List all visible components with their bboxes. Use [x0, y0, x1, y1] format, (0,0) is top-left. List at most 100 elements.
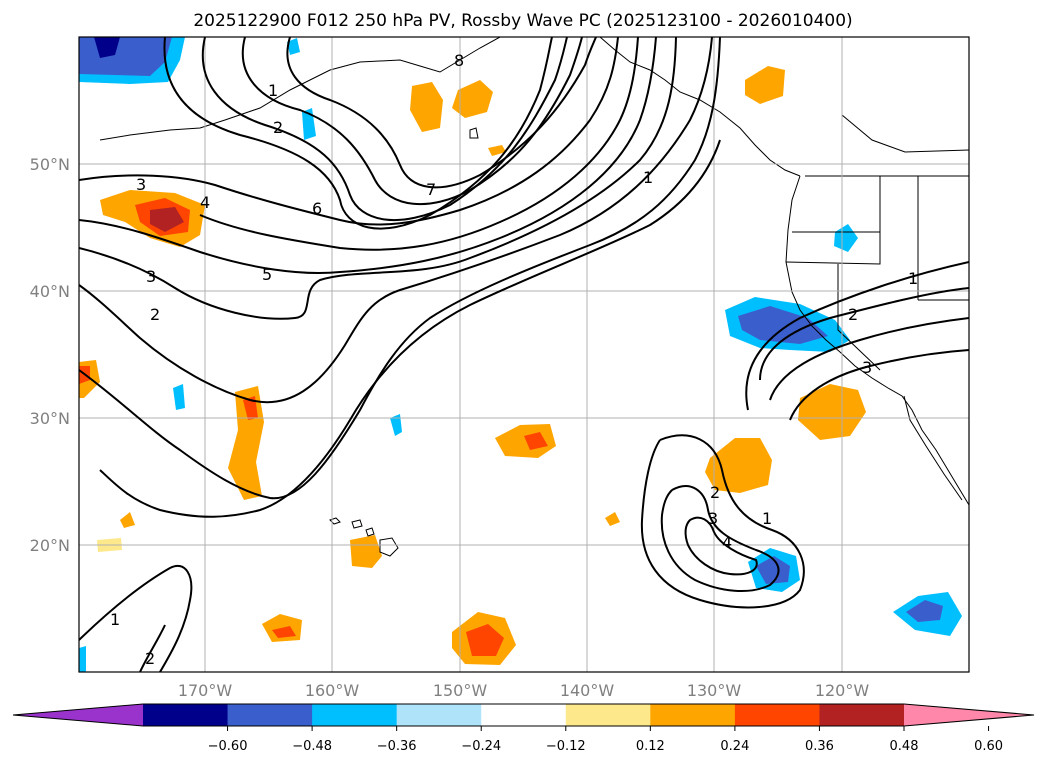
colorbar-swatch	[396, 704, 482, 726]
lon-tick-label: 120°W	[815, 681, 870, 700]
lat-tick-labels: 50°N 40°N 30°N 20°N	[30, 155, 70, 555]
map-background	[79, 37, 969, 672]
positive-anomaly-blob	[798, 384, 866, 440]
negative-anomaly-blob	[906, 600, 943, 622]
lat-tick-label: 20°N	[30, 536, 70, 555]
positive-anomaly-blob	[705, 438, 772, 493]
pv-contour	[99, 139, 721, 518]
colorbar-tick-label: 0.48	[890, 739, 919, 754]
contour-label: 2	[710, 483, 720, 502]
hawaii-island	[351, 519, 363, 529]
alaska-panhandle-coastline	[599, 37, 801, 177]
colorbar-swatch	[650, 704, 736, 726]
lat-tick-label: 50°N	[30, 155, 70, 174]
colorbar-swatch	[481, 704, 567, 726]
colorbar-tick-label: 0.36	[805, 739, 834, 754]
hawaii-island	[329, 517, 341, 525]
contour-label: 7	[426, 180, 436, 199]
positive-anomaly-blob	[272, 626, 296, 638]
colorbar-tick-label: 0.12	[636, 739, 665, 754]
coastlines	[99, 37, 969, 557]
pv-contour	[684, 516, 758, 576]
colorbar-swatch	[565, 704, 651, 726]
pv-contour	[789, 349, 969, 421]
contour-label: 1	[643, 168, 653, 187]
contour-label: 3	[146, 267, 156, 286]
map-frame	[78, 36, 970, 673]
colorbar-tick-label: −0.36	[377, 739, 417, 754]
contour-label: 8	[454, 51, 464, 70]
contour-label: 2	[273, 118, 283, 137]
positive-anomaly-blob	[466, 624, 504, 656]
positive-anomaly-blob	[524, 432, 548, 450]
state-border	[837, 264, 881, 371]
contour-label: 1	[762, 509, 772, 528]
lat-tick-label: 30°N	[30, 409, 70, 428]
hawaii-island	[379, 537, 399, 557]
pv-contour	[79, 37, 657, 275]
positive-anomaly-blob	[605, 512, 620, 526]
contour-label: 3	[862, 358, 872, 377]
colorbar-tick-label: −0.48	[292, 739, 332, 754]
negative-anomaly-blob	[756, 556, 790, 584]
contour-label: 2	[145, 649, 155, 668]
colorbar: −0.60 −0.48 −0.36 −0.24 −0.12 0.12 0.24 0.36 0.4…	[12, 703, 1035, 754]
pv-contour	[79, 37, 619, 226]
contour-label: 3	[136, 175, 146, 194]
colorbar-swatch	[819, 704, 905, 726]
state-border	[785, 176, 881, 265]
contour-label: 6	[312, 199, 322, 218]
lon-tick-labels: 170°W 160°W 150°W 140°W 130°W 120°W	[178, 681, 870, 700]
rossby-wave-anomaly-fill	[79, 37, 962, 672]
negative-anomaly-core	[94, 37, 120, 58]
lat-tick-label: 40°N	[30, 282, 70, 301]
negative-anomaly-blob	[390, 414, 402, 436]
positive-anomaly-blob	[410, 82, 443, 132]
baja-coastline	[903, 395, 963, 501]
lon-tick-label: 160°W	[305, 681, 360, 700]
pv-contour	[199, 37, 639, 251]
lon-tick-label: 170°W	[178, 681, 233, 700]
pv-contour	[139, 624, 166, 672]
colorbar-tick-label: −0.12	[546, 739, 586, 754]
map-panel: 1 2 8 3 4 7 6 5 3 2 1 1 2 3 2 3 1 4 1 2	[30, 36, 970, 700]
negative-anomaly-blob	[173, 384, 185, 410]
positive-anomaly-blob	[350, 535, 382, 568]
positive-anomaly-blob	[243, 396, 258, 420]
negative-anomaly-blob	[738, 306, 828, 344]
pv-contour	[745, 261, 969, 411]
figure-title: 2025122900 F012 250 hPa PV, Rossby Wave …	[193, 11, 852, 31]
alaska-aleutians-coastline	[99, 37, 501, 141]
colorbar-ticks: −0.60 −0.48 −0.36 −0.24 −0.12 0.12 0.24 0.36 0.4…	[208, 726, 1003, 754]
colorbar-extend-high	[904, 704, 1034, 726]
contour-label: 4	[722, 533, 732, 552]
colorbar-tick-label: 0.24	[720, 739, 749, 754]
positive-anomaly-blob	[745, 66, 785, 104]
pv-contour	[660, 485, 780, 592]
colorbar-tick-label: 0.60	[974, 739, 1003, 754]
pv-contour	[79, 37, 721, 500]
contour-label: 1	[110, 610, 120, 629]
colorbar-swatch	[227, 704, 313, 726]
contour-label: 5	[262, 265, 272, 284]
contour-label: 2	[848, 305, 858, 324]
hawaii-island	[365, 527, 375, 537]
pv-contour	[769, 317, 969, 401]
negative-anomaly-blob	[79, 646, 86, 672]
contour-label: 1	[268, 81, 278, 100]
positive-anomaly-blob	[488, 145, 506, 156]
island	[469, 127, 479, 139]
pv-contours	[79, 37, 969, 672]
contour-label: 2	[150, 305, 160, 324]
contour-labels: 1 2 8 3 4 7 6 5 3 2 1 1 2 3 2 3 1 4 1 2	[110, 51, 918, 668]
contour-label: 4	[200, 193, 210, 212]
pv-contour	[79, 37, 677, 320]
negative-anomaly-blob	[287, 38, 300, 55]
colorbar-swatch	[734, 704, 820, 726]
contour-label: 1	[908, 269, 918, 288]
pv-contour	[286, 37, 597, 189]
negative-anomaly-blob	[834, 224, 858, 252]
colorbar-swatch	[143, 704, 229, 726]
colorbar-tick-label: −0.24	[461, 739, 501, 754]
